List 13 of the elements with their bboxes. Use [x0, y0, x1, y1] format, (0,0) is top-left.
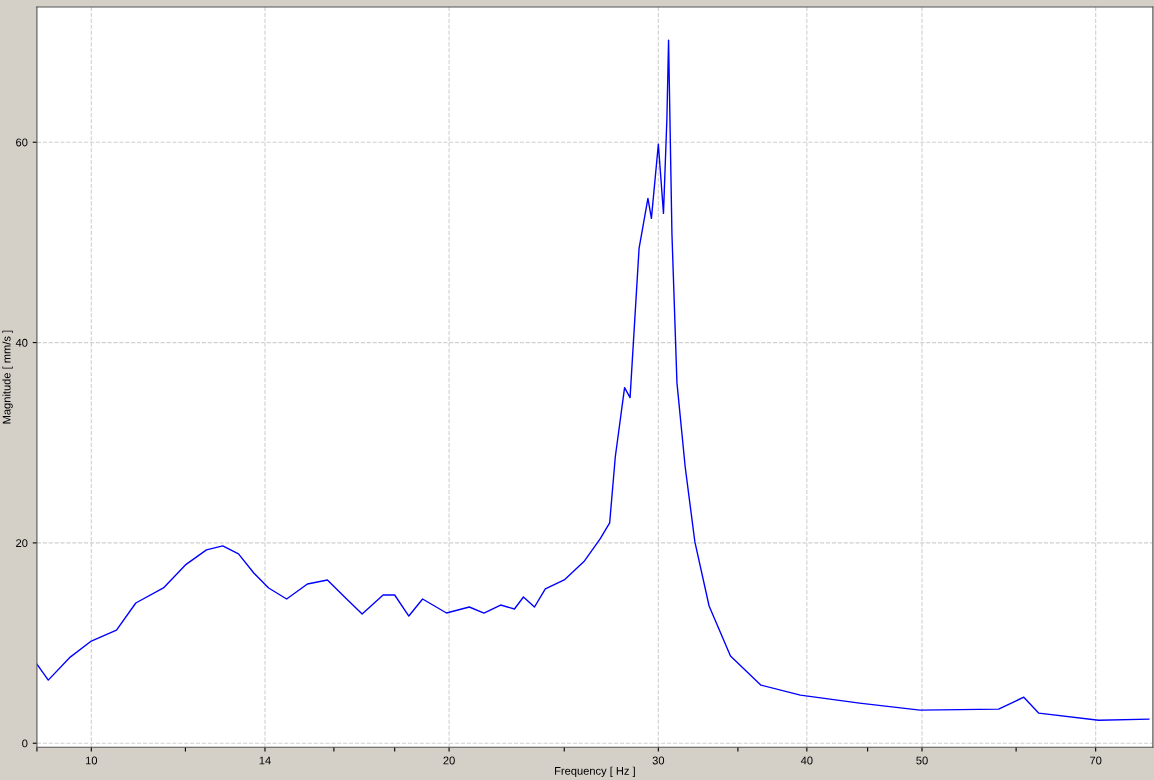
- x-tick-label: 10: [85, 756, 98, 765]
- y-tick-label: 60: [16, 138, 28, 147]
- x-tick-label: 70: [1090, 756, 1102, 765]
- y-axis-title: Magnitude [ mm/s ]: [2, 330, 13, 424]
- y-tick-label: 0: [22, 739, 28, 748]
- x-tick-label: 30: [652, 756, 665, 765]
- x-axis-title: Frequency [ Hz ]: [555, 766, 635, 777]
- y-tick-label: 40: [15, 338, 28, 347]
- x-tick-label: 50: [916, 756, 928, 765]
- x-tick-label: 20: [443, 756, 455, 765]
- x-tick-label: 14: [259, 756, 271, 765]
- y-tick-label: 20: [16, 539, 28, 548]
- x-tick-label: 40: [800, 756, 813, 765]
